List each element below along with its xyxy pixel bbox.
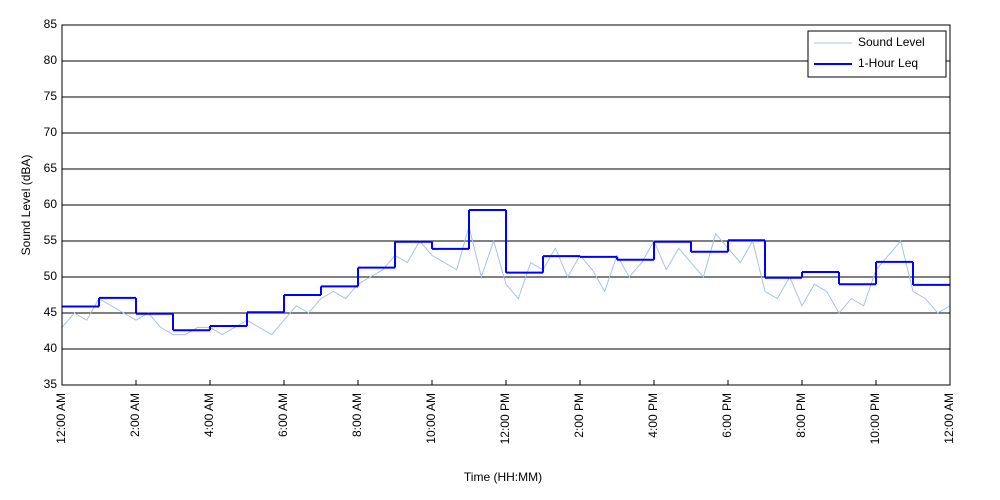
y-tick-label: 60 (44, 197, 58, 211)
y-tick-label: 80 (44, 53, 58, 67)
x-tick-label: 2:00 AM (128, 393, 142, 437)
x-tick-label: 8:00 AM (350, 393, 364, 437)
y-tick-label: 55 (44, 233, 58, 247)
legend-label: Sound Level (858, 35, 925, 49)
x-tick-label: 6:00 PM (720, 393, 734, 438)
y-tick-label: 50 (44, 269, 58, 283)
x-tick-label: 10:00 AM (424, 393, 438, 444)
plot-frame (61, 24, 951, 386)
x-tick-label: 6:00 AM (276, 393, 290, 437)
y-tick-label: 75 (44, 89, 58, 103)
x-axis-title: Time (HH:MM) (464, 470, 542, 484)
x-tick-label: 4:00 AM (202, 393, 216, 437)
legend-box (807, 30, 947, 78)
x-tick-label: 2:00 PM (572, 393, 586, 438)
legend-label: 1-Hour Leq (858, 56, 918, 70)
x-tick-label: 12:00 AM (54, 393, 68, 444)
y-tick-label: 65 (44, 161, 58, 175)
y-tick-label: 45 (44, 305, 58, 319)
x-tick-label: 12:00 PM (498, 393, 512, 444)
y-tick-label: 35 (44, 377, 58, 391)
x-tick-label: 12:00 AM (942, 393, 956, 444)
x-tick-label: 4:00 PM (646, 393, 660, 438)
x-tick-label: 8:00 PM (794, 393, 808, 438)
y-axis-title: Sound Level (dBA) (19, 155, 33, 256)
x-tick-label: 10:00 PM (868, 393, 882, 444)
y-tick-label: 85 (44, 17, 58, 31)
y-tick-label: 70 (44, 125, 58, 139)
y-tick-label: 40 (44, 341, 58, 355)
